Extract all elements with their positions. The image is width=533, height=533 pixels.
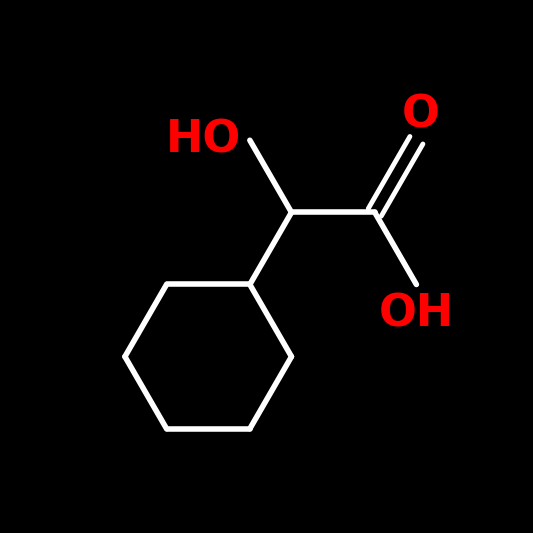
Text: O: O <box>402 93 440 136</box>
Text: OH: OH <box>379 293 454 336</box>
Text: HO: HO <box>166 119 241 161</box>
